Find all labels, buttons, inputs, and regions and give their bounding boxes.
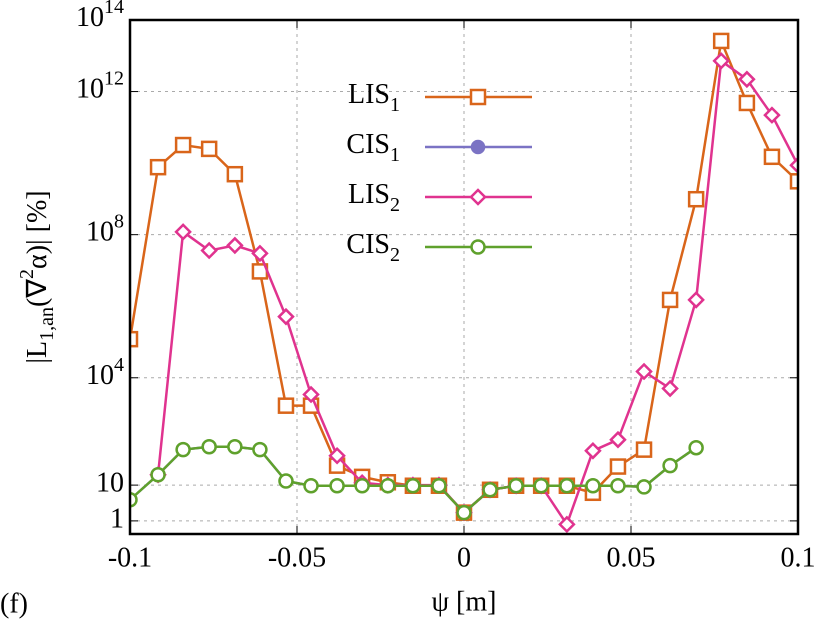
marker [712, 52, 730, 70]
legend-name: CIS [346, 129, 390, 160]
legend-subscript: 2 [390, 244, 400, 266]
y-tick-label: 10 [96, 468, 124, 499]
marker [149, 158, 167, 176]
marker [328, 447, 346, 465]
marker [303, 477, 319, 494]
marker [174, 136, 192, 154]
marker [469, 188, 487, 206]
marker [175, 441, 191, 458]
y-tick-label: 1014 [76, 0, 124, 33]
plot-frame [128, 18, 800, 536]
marker [251, 244, 269, 263]
marker [712, 32, 730, 50]
marker [302, 385, 320, 404]
legend-name: LIS [348, 179, 390, 210]
marker [130, 330, 139, 348]
y-tick-label: 1 [110, 503, 124, 534]
y-tick-label: 104 [86, 353, 124, 391]
y-tick-base: 10 [86, 360, 114, 391]
legend-subscript: 1 [390, 94, 400, 116]
y-tick-exponent: 12 [104, 67, 124, 89]
marker [200, 241, 218, 260]
y-tick-label: 108 [86, 210, 124, 248]
marker [789, 156, 798, 175]
marker [130, 491, 138, 508]
y-axis-label: |L1,an(∇2α)| [%] [16, 190, 58, 363]
marker [201, 439, 217, 455]
y-tick-base: 10 [86, 217, 114, 248]
marker [431, 477, 447, 494]
x-tick-label: -0.05 [268, 542, 326, 573]
marker [687, 291, 705, 309]
marker [661, 379, 679, 398]
y-tick-exponent: 4 [114, 353, 124, 375]
marker [456, 504, 472, 521]
legend-label: LIS2 [348, 179, 400, 215]
marker [405, 477, 421, 494]
y-tick-label: 1012 [76, 67, 124, 105]
marker [687, 190, 705, 208]
x-tick-label: 0.1 [781, 542, 816, 573]
legend-subscript: 2 [390, 194, 400, 216]
marker [738, 94, 756, 112]
y-tick-base: 10 [76, 74, 104, 105]
marker [559, 477, 575, 494]
series-line [156, 58, 798, 528]
marker [200, 140, 218, 158]
marker [738, 70, 756, 89]
marker [252, 441, 268, 458]
marker [661, 291, 679, 309]
legend-subscript: 1 [390, 144, 400, 166]
marker [508, 477, 524, 494]
x-axis-label: ψ [m] [432, 586, 497, 617]
marker [277, 307, 295, 326]
y-tick-exponent: 14 [104, 0, 124, 18]
marker [482, 482, 498, 498]
marker [584, 442, 602, 460]
marker [688, 439, 704, 456]
marker [354, 477, 370, 494]
marker [470, 139, 486, 155]
marker [278, 473, 294, 489]
marker [470, 239, 486, 255]
marker [558, 515, 576, 534]
marker [609, 430, 627, 449]
x-tick-label: 0 [457, 542, 471, 573]
marker [635, 441, 653, 458]
plot-area [130, 32, 798, 534]
y-tick-base: 10 [76, 2, 104, 33]
marker [174, 223, 192, 241]
marker [763, 106, 781, 124]
marker [380, 477, 396, 494]
legend-name: CIS [346, 229, 390, 260]
marker [533, 477, 549, 494]
marker [329, 477, 345, 494]
marker [662, 457, 678, 474]
marker [585, 477, 601, 494]
annotation: (f) [0, 588, 28, 619]
x-tick-label: -0.1 [108, 542, 152, 573]
marker [609, 458, 627, 475]
y-tick-exponent: 8 [114, 210, 124, 232]
marker [226, 165, 244, 183]
marker [635, 362, 653, 381]
legend-name: LIS [348, 79, 390, 110]
marker [469, 88, 487, 106]
marker [150, 466, 166, 483]
marker [277, 397, 295, 414]
legend-label: LIS1 [348, 79, 400, 115]
marker [226, 236, 244, 255]
marker [789, 173, 798, 190]
marker [227, 439, 243, 455]
marker [763, 148, 781, 166]
legend-label: CIS1 [346, 129, 400, 165]
legend-label: CIS2 [346, 229, 400, 265]
marker [636, 479, 652, 495]
marker [610, 477, 626, 494]
x-tick-label: 0.05 [607, 542, 656, 573]
